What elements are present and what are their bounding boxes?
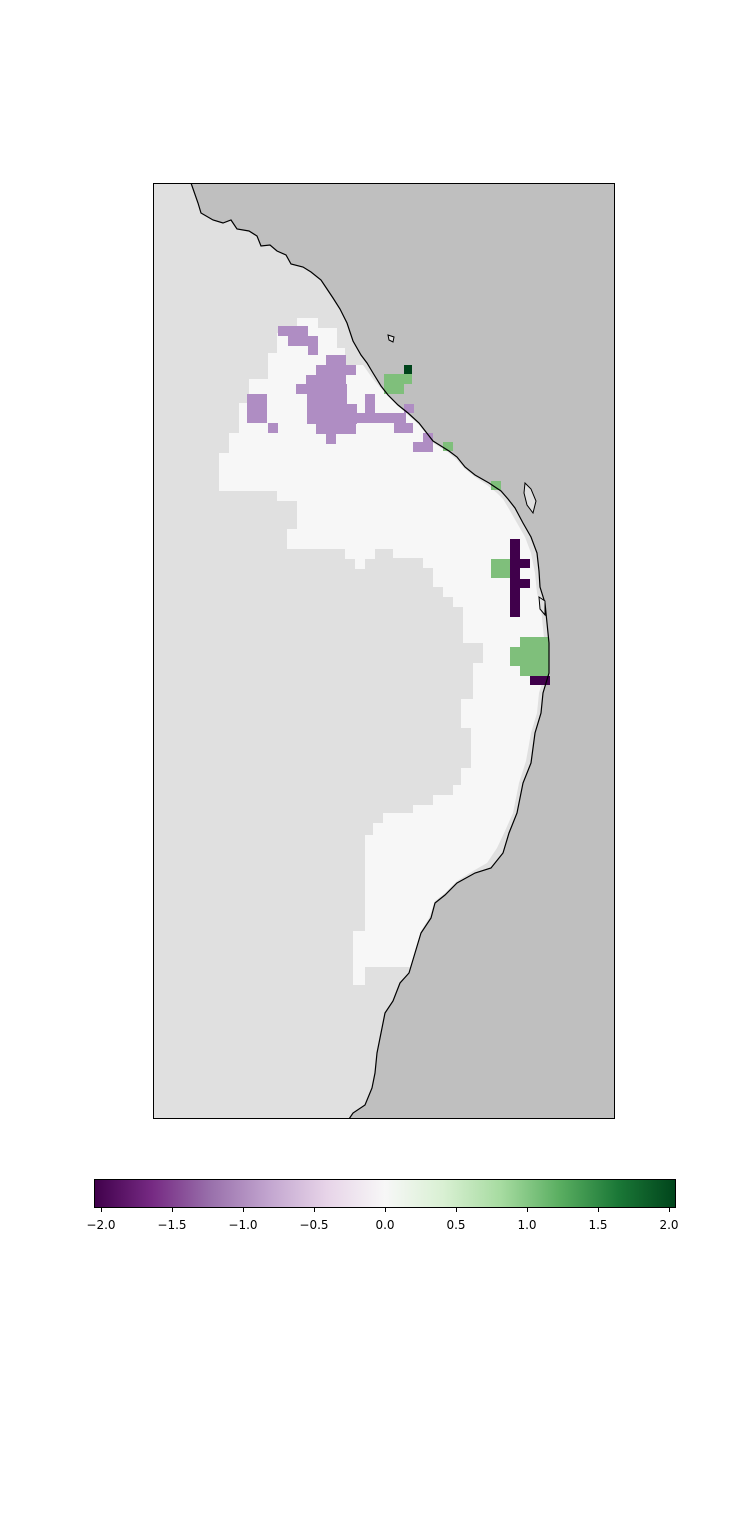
colorbar-tick-mark	[243, 1208, 244, 1212]
strong-negative-cells	[500, 539, 550, 685]
colorbar-tick-mark	[172, 1208, 173, 1212]
colorbar-tick-label: 0.5	[446, 1218, 466, 1232]
island	[387, 334, 395, 343]
map-axes	[153, 183, 615, 1119]
colorbar-tick-mark	[456, 1208, 457, 1212]
colorbar-tick-label: 0.0	[375, 1218, 395, 1232]
coastline	[190, 183, 550, 1119]
colorbar-ticks: −2.0 −1.5 −1.0 −0.5 0.0 0.5 1.0 1.5 2.0	[86, 1208, 679, 1238]
colorbar-tick-label: −0.5	[299, 1218, 329, 1232]
colorbar-tick-mark	[314, 1208, 315, 1212]
colorbar-tick-label: −1.5	[157, 1218, 187, 1232]
colorbar-tick-label: 1.5	[588, 1218, 608, 1232]
colorbar-tick-mark	[527, 1208, 528, 1212]
colorbar-gradient	[94, 1179, 676, 1208]
colorbar-tick-mark	[385, 1208, 386, 1212]
colorbar-tick-label: 2.0	[659, 1218, 679, 1232]
island	[538, 596, 546, 617]
island	[523, 481, 537, 515]
positive-value-cells	[384, 374, 549, 676]
zero-value-region	[219, 318, 545, 985]
colorbar-frame	[94, 1179, 676, 1208]
colorbar-tick-label: −2.0	[86, 1218, 116, 1232]
map-frame	[153, 183, 615, 1119]
colorbar-tick-mark	[598, 1208, 599, 1212]
colorbar-tick-mark	[669, 1208, 670, 1212]
colorbar-tick-label: 1.0	[517, 1218, 537, 1232]
colorbar-tick-mark	[101, 1208, 102, 1212]
colorbar-tick-label: −1.0	[228, 1218, 258, 1232]
strong-positive-cell	[404, 365, 412, 374]
colorbar	[94, 1179, 676, 1208]
